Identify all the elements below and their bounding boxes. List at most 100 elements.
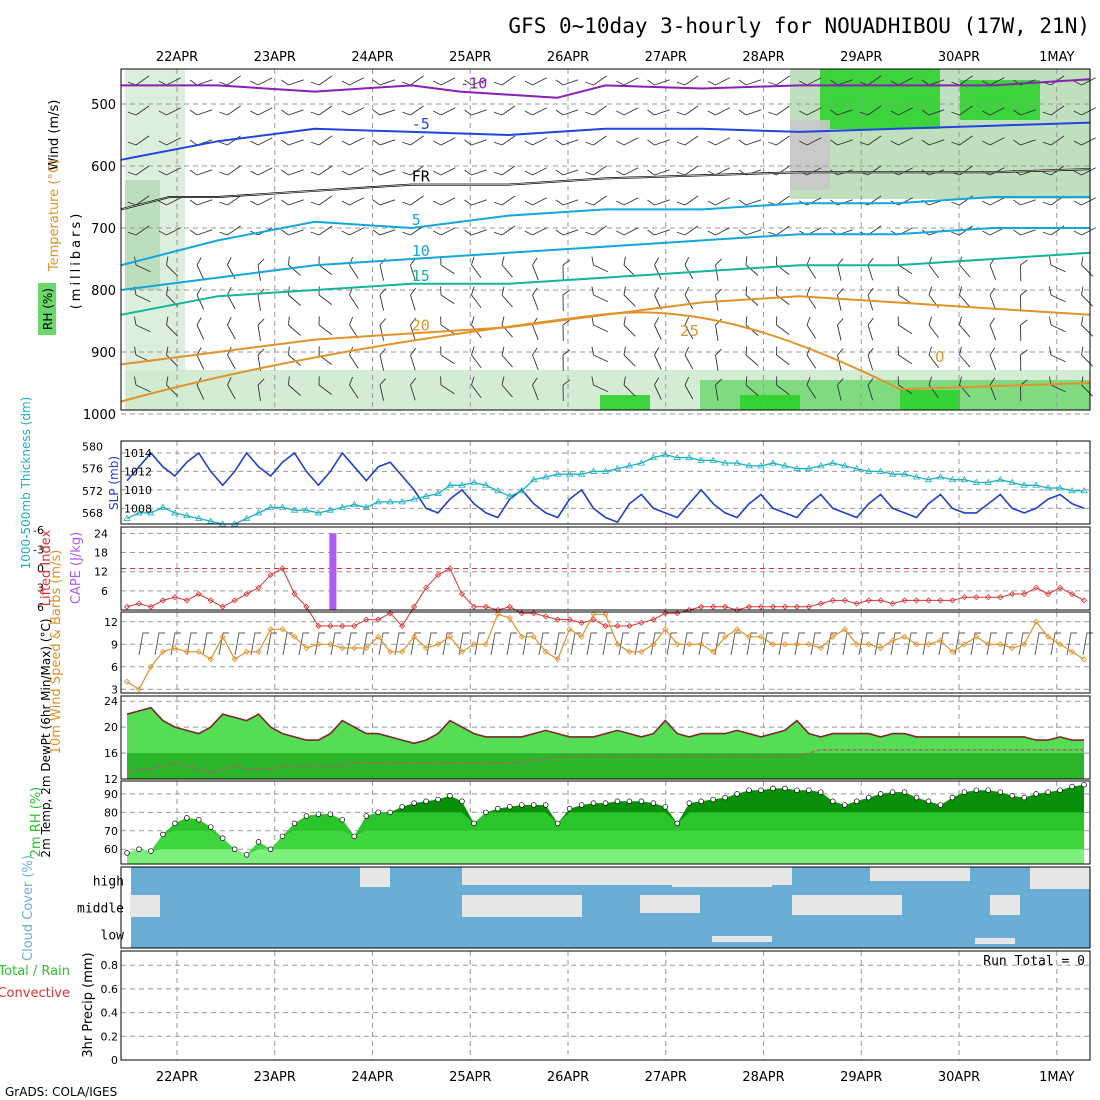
wind-barb [928, 256, 939, 279]
wind-barb [538, 632, 549, 656]
thickness-point [601, 467, 610, 474]
wind-speed-point [327, 641, 334, 648]
wind-barb [867, 287, 874, 311]
wind-barb [989, 377, 997, 401]
wind-barb [341, 227, 364, 236]
thickness-point [422, 492, 430, 499]
thickness-point [900, 470, 909, 477]
wind-barb [921, 109, 945, 116]
wind-speed-point [494, 611, 501, 618]
y-tick-label: 6 [111, 661, 118, 674]
thickness-point [518, 487, 526, 494]
wind-barb [618, 632, 629, 656]
wind-barb [562, 289, 571, 312]
thickness-point [171, 509, 179, 516]
wind-barb [250, 137, 273, 146]
wind-barb [1002, 632, 1013, 656]
wind-barb [127, 225, 150, 236]
wind-barb [158, 227, 181, 236]
wind-speed-point [1021, 641, 1028, 648]
wind-barb [1018, 632, 1029, 656]
wind-barb [524, 197, 547, 206]
wind-barb [715, 258, 722, 281]
wind-barb [738, 139, 762, 146]
run-total-label: Run Total = 0 [983, 954, 1085, 969]
lifted-index-point [626, 622, 633, 630]
wind-barb [897, 316, 913, 335]
rh-point [602, 800, 609, 806]
y-tick-label: 600 [91, 160, 116, 175]
rh-point [638, 798, 645, 805]
wind-barb [532, 287, 539, 311]
x-tick-label-bottom: 29APR [840, 1070, 882, 1085]
rh-point [578, 802, 585, 808]
thickness-point [1068, 487, 1076, 494]
wind-barb [310, 225, 333, 236]
thickness-point [685, 453, 693, 460]
lifted-index-point [470, 603, 477, 610]
isotherm-line [120, 311, 1091, 403]
wind-barb [458, 632, 469, 656]
isotherm-line [121, 78, 1091, 99]
wind-speed-point [566, 626, 573, 633]
thickness-point [637, 459, 646, 466]
panel-frame [120, 780, 1091, 865]
rh-point [219, 835, 226, 841]
wind-speed-point [147, 663, 154, 670]
thickness-point [888, 470, 897, 477]
y-tick-label: 1008 [124, 502, 152, 515]
wind-barb [623, 376, 636, 397]
y-tick-label: 24 [94, 527, 108, 540]
wind-barb [921, 79, 945, 86]
wind-barb [890, 632, 901, 656]
y-tick-label: 0.6 [101, 983, 119, 996]
wind-barb [493, 165, 516, 176]
wind-barb [890, 137, 913, 146]
isotherm-line [120, 121, 1091, 161]
cloud-gap-mid [462, 895, 582, 917]
axis-label-wind: Wind (m/s) [47, 100, 62, 171]
wind-speed-point [291, 633, 298, 640]
wind-barb [634, 632, 645, 656]
wind-barb [715, 378, 722, 401]
lifted-index-point [829, 597, 836, 604]
rh-point [1033, 791, 1039, 797]
lifted-index-point [446, 565, 454, 572]
wind-speed-point [769, 641, 777, 648]
wind-speed-point [698, 641, 705, 648]
thickness-point [314, 509, 323, 516]
thickness-point [242, 514, 251, 521]
wind-speed-point [614, 641, 621, 648]
lifted-index-point [434, 571, 442, 578]
wind-barb [676, 225, 699, 236]
wind-speed-point [853, 641, 860, 648]
thickness-point [159, 503, 167, 510]
wind-barb [219, 195, 241, 206]
panel-frame [120, 440, 1091, 525]
wind-speed-point [578, 633, 585, 640]
wind-speed-point [817, 644, 824, 652]
wind-barb [776, 286, 790, 305]
wind-speed-point [351, 644, 358, 652]
y-tick-label: 70 [104, 825, 118, 838]
wind-speed-point [530, 633, 537, 640]
lifted-index-point [698, 603, 705, 610]
x-tick-label-bottom: 22APR [156, 1070, 198, 1085]
wind-barb [310, 75, 333, 86]
thickness-point [924, 475, 933, 483]
thickness-point [948, 475, 957, 483]
wind-barb [349, 376, 359, 399]
wind-barb [799, 137, 822, 146]
lifted-index-point [315, 622, 322, 630]
wind-barb [684, 287, 694, 310]
isotherm-label: 10 [412, 242, 430, 260]
y-tick-label: -3 [33, 543, 44, 556]
wind-speed-point [554, 656, 561, 663]
wind-barb [372, 139, 396, 146]
x-tick-label-bottom: 28APR [742, 1070, 784, 1085]
rh-point [650, 800, 657, 806]
lifted-index-point [602, 622, 609, 630]
y-tick-label: 1010 [124, 484, 152, 497]
wind-barb [281, 169, 304, 176]
rh-point [554, 820, 561, 827]
